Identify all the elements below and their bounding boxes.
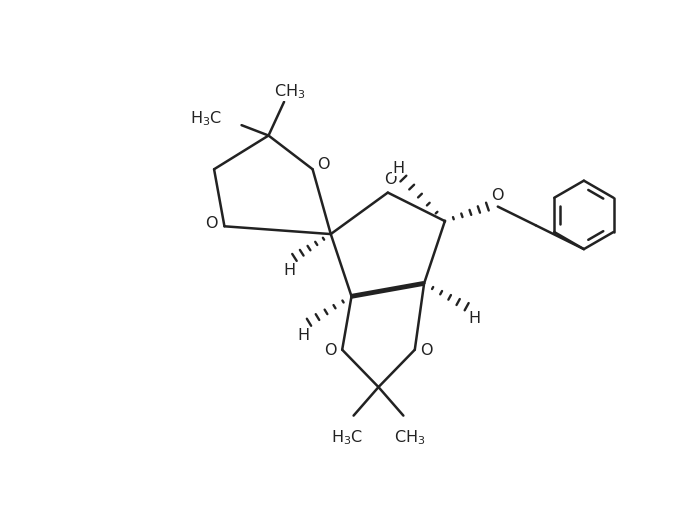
Text: O: O [317, 157, 329, 172]
Text: O: O [420, 343, 432, 358]
Text: H: H [283, 263, 295, 278]
Text: CH$_3$: CH$_3$ [394, 428, 425, 447]
Text: O: O [491, 188, 504, 203]
Text: H$_3$C: H$_3$C [331, 428, 363, 447]
Text: H$_3$C: H$_3$C [190, 110, 222, 128]
Text: O: O [324, 343, 337, 358]
Text: H: H [392, 161, 404, 176]
Text: H: H [468, 310, 480, 326]
Text: H: H [298, 328, 310, 343]
Text: CH$_3$: CH$_3$ [274, 82, 305, 101]
Text: O: O [384, 172, 397, 187]
Text: O: O [205, 216, 218, 231]
